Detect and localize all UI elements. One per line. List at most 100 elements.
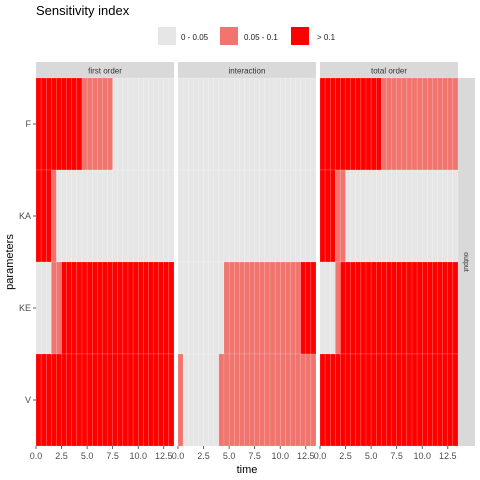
cell-interaction-ka-17 <box>264 169 271 263</box>
cell-total-order-ka-6 <box>350 169 356 263</box>
cell-total-order-ke-0 <box>319 261 326 355</box>
cell-first-order-v-18 <box>127 353 134 447</box>
cell-total-order-v-23 <box>437 353 443 447</box>
cell-interaction-ke-11 <box>234 261 240 355</box>
cell-first-order-ke-23 <box>153 261 159 355</box>
cell-interaction-ke-21 <box>285 261 291 355</box>
cell-total-order-f-9 <box>365 77 372 171</box>
cell-interaction-ka-2 <box>188 169 194 263</box>
cell-total-order-v-6 <box>350 353 356 447</box>
cell-total-order-f-3 <box>335 77 341 171</box>
cell-first-order-ke-25 <box>163 261 170 355</box>
cell-total-order-ke-9 <box>365 261 372 355</box>
cell-interaction-ke-8 <box>218 261 225 355</box>
cell-first-order-f-26 <box>168 77 175 171</box>
cell-first-order-f-8 <box>76 77 83 171</box>
cell-first-order-v-14 <box>107 353 113 447</box>
cell-interaction-v-10 <box>228 353 235 447</box>
cell-total-order-ka-15 <box>396 169 402 263</box>
cell-interaction-f-17 <box>264 77 271 171</box>
cell-first-order-ka-10 <box>86 169 93 263</box>
cell-first-order-ka-20 <box>138 169 144 263</box>
strip-total-order-label: total order <box>371 67 407 76</box>
cell-total-order-ke-19 <box>416 261 423 355</box>
cell-first-order-f-25 <box>163 77 170 171</box>
cell-first-order-ke-9 <box>81 261 88 355</box>
cell-total-order-ke-3 <box>335 261 341 355</box>
cell-interaction-f-16 <box>259 77 266 171</box>
cell-interaction-f-1 <box>182 77 189 171</box>
cell-first-order-v-26 <box>168 353 175 447</box>
cell-total-order-v-17 <box>406 353 413 447</box>
cell-first-order-ka-1 <box>40 169 47 263</box>
cell-total-order-ke-5 <box>345 261 351 355</box>
cell-interaction-ke-18 <box>269 261 276 355</box>
cell-first-order-v-22 <box>148 353 154 447</box>
cell-interaction-ka-18 <box>269 169 276 263</box>
cell-total-order-ke-18 <box>411 261 418 355</box>
cell-first-order-ke-12 <box>97 261 103 355</box>
cell-total-order-ke-17 <box>406 261 413 355</box>
cell-total-order-ka-13 <box>386 169 392 263</box>
cell-first-order-f-10 <box>86 77 93 171</box>
cell-interaction-ka-25 <box>305 169 312 263</box>
cell-interaction-f-3 <box>193 77 199 171</box>
cell-first-order-v-24 <box>158 353 164 447</box>
cell-first-order-f-1 <box>40 77 47 171</box>
cell-total-order-ka-2 <box>330 169 336 263</box>
cell-total-order-v-8 <box>360 353 367 447</box>
cell-first-order-f-12 <box>97 77 103 171</box>
cell-total-order-v-11 <box>376 353 382 447</box>
cell-first-order-v-6 <box>66 353 72 447</box>
cell-first-order-ka-16 <box>117 169 124 263</box>
cell-first-order-ka-19 <box>132 169 139 263</box>
cell-first-order-f-14 <box>107 77 113 171</box>
cell-interaction-v-9 <box>223 353 230 447</box>
cell-total-order-ke-22 <box>432 261 438 355</box>
cell-first-order-v-2 <box>46 353 52 447</box>
legend-key-mid <box>220 27 238 45</box>
cell-total-order-ka-19 <box>416 169 423 263</box>
cell-total-order-f-10 <box>370 77 377 171</box>
cell-first-order-ka-18 <box>127 169 134 263</box>
cell-interaction-v-15 <box>254 353 260 447</box>
cell-interaction-v-1 <box>182 353 189 447</box>
cell-total-order-ke-10 <box>370 261 377 355</box>
cell-first-order-ka-22 <box>148 169 154 263</box>
cell-interaction-v-18 <box>269 353 276 447</box>
cell-interaction-f-10 <box>228 77 235 171</box>
cell-first-order-ke-21 <box>143 261 149 355</box>
strip-interaction-label: interaction <box>229 67 266 76</box>
cell-first-order-v-12 <box>97 353 103 447</box>
cell-first-order-ke-11 <box>92 261 98 355</box>
cell-first-order-f-4 <box>56 77 62 171</box>
cell-interaction-ka-21 <box>285 169 291 263</box>
x-tick-label-first-order-1: 2.5 <box>55 451 68 461</box>
cell-interaction-ka-26 <box>310 169 317 263</box>
cell-total-order-ka-4 <box>340 169 346 263</box>
cell-interaction-v-21 <box>285 353 291 447</box>
cell-interaction-ke-5 <box>203 261 209 355</box>
cell-interaction-v-25 <box>305 353 312 447</box>
cell-interaction-ke-14 <box>249 261 255 355</box>
cell-interaction-f-25 <box>305 77 312 171</box>
cell-first-order-ke-13 <box>102 261 108 355</box>
cell-first-order-v-1 <box>40 353 47 447</box>
cell-total-order-f-17 <box>406 77 413 171</box>
cell-total-order-ke-1 <box>324 261 331 355</box>
cell-total-order-f-26 <box>452 77 459 171</box>
cell-interaction-ke-2 <box>188 261 194 355</box>
cell-total-order-f-8 <box>360 77 367 171</box>
cell-first-order-ke-22 <box>148 261 154 355</box>
cell-first-order-ke-3 <box>51 261 57 355</box>
x-tick-label-interaction-1: 2.5 <box>197 451 210 461</box>
cell-first-order-ka-5 <box>61 169 67 263</box>
cell-first-order-ka-26 <box>168 169 175 263</box>
cell-interaction-ka-14 <box>249 169 255 263</box>
cell-interaction-v-17 <box>264 353 271 447</box>
cell-first-order-ke-14 <box>107 261 113 355</box>
cell-first-order-f-17 <box>122 77 129 171</box>
cell-interaction-v-2 <box>188 353 194 447</box>
cell-first-order-v-20 <box>138 353 144 447</box>
cell-total-order-f-22 <box>432 77 438 171</box>
